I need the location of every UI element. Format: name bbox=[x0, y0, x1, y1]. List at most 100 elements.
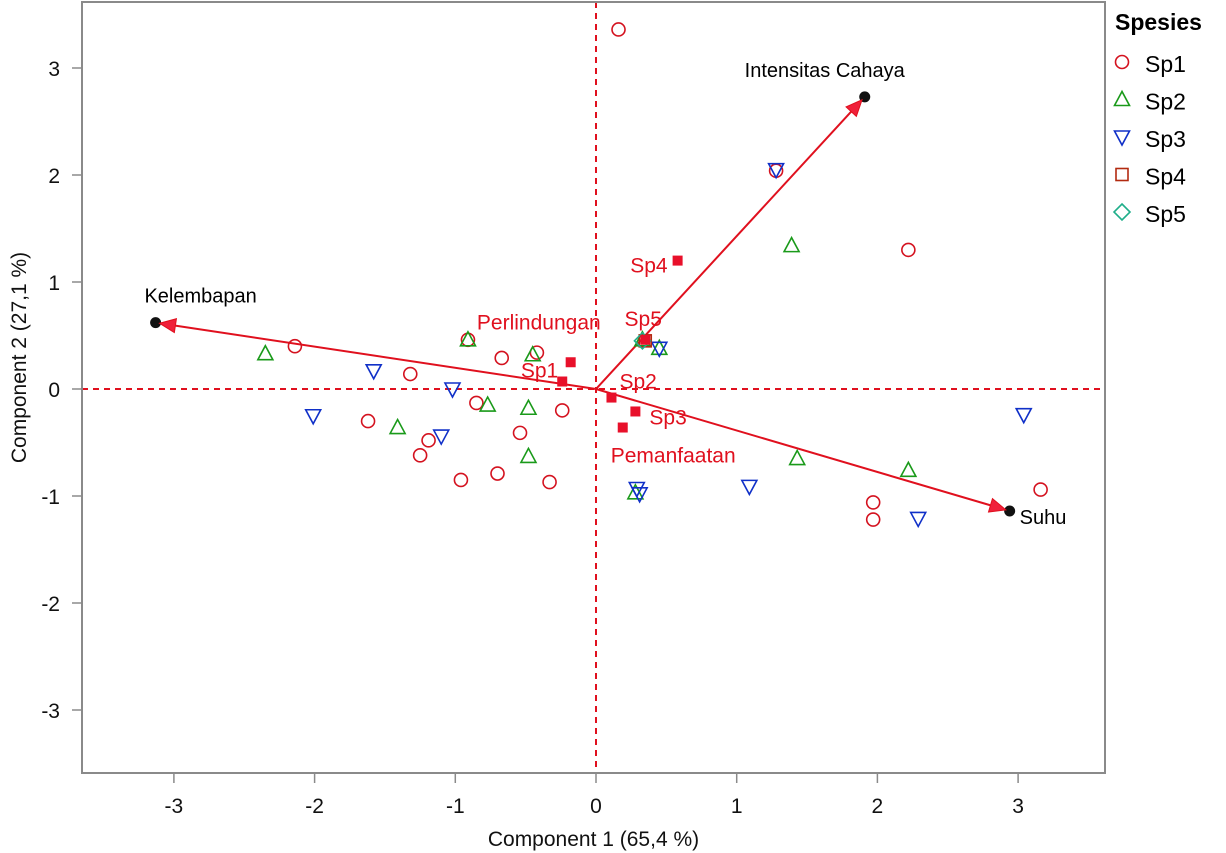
data-point-sp3 bbox=[432, 429, 451, 446]
centroid: Sp3 bbox=[630, 406, 687, 429]
centroid-label: Sp5 bbox=[625, 308, 662, 331]
centroid-label: Pemanfaatan bbox=[611, 445, 736, 468]
data-point-sp1 bbox=[512, 425, 528, 441]
data-point-sp3 bbox=[1014, 407, 1033, 425]
data-point-sp1 bbox=[554, 403, 570, 418]
y-tick-label: -2 bbox=[41, 593, 60, 616]
loading-vector: Kelembapan bbox=[144, 286, 597, 390]
legend-label: Sp2 bbox=[1145, 89, 1186, 115]
data-point-sp1 bbox=[542, 474, 557, 490]
data-point-sp2 bbox=[782, 235, 801, 253]
vector-label: Suhu bbox=[1020, 507, 1067, 529]
data-point-sp1 bbox=[469, 395, 484, 411]
data-point-sp1 bbox=[360, 413, 376, 429]
centroid: Sp4 bbox=[630, 255, 683, 278]
x-tick-label: 2 bbox=[872, 795, 884, 818]
x-tick-label: -2 bbox=[305, 795, 324, 818]
data-point-sp2 bbox=[388, 417, 407, 435]
centroid-label: Sp2 bbox=[619, 371, 656, 394]
centroid-label: Sp4 bbox=[630, 255, 668, 278]
series-sp3 bbox=[304, 162, 1033, 529]
centroid: Sp5 bbox=[625, 308, 662, 345]
data-point-sp3 bbox=[304, 408, 323, 426]
data-point-sp1 bbox=[453, 472, 469, 488]
vector-label: Kelembapan bbox=[144, 286, 256, 308]
vector-endpoint-dot bbox=[150, 317, 162, 329]
data-point-sp3 bbox=[909, 511, 928, 529]
group-centroids: Sp4 Sp5 Perlindungan Sp1 Sp2 Sp3 Pemanfaatan bbox=[477, 255, 736, 468]
data-point-sp1 bbox=[1033, 482, 1048, 497]
data-point-sp1 bbox=[402, 366, 418, 382]
data-point-sp3 bbox=[627, 481, 646, 499]
legend-label: Sp1 bbox=[1145, 51, 1186, 77]
vector-line bbox=[595, 106, 856, 390]
centroid-marker bbox=[640, 334, 651, 345]
data-point-sp2 bbox=[899, 460, 918, 478]
centroid-marker bbox=[630, 406, 641, 417]
data-point-sp2 bbox=[788, 448, 807, 466]
centroid: Sp1 bbox=[521, 360, 568, 387]
data-point-sp2 bbox=[519, 398, 538, 416]
x-axis-title: Component 1 (65,4 %) bbox=[488, 828, 699, 851]
centroid-label: Sp1 bbox=[521, 360, 558, 383]
vector-line bbox=[595, 388, 997, 508]
x-tick-label: 1 bbox=[731, 795, 743, 818]
data-point-sp1 bbox=[611, 22, 626, 37]
series-sp1 bbox=[287, 22, 1048, 527]
data-points bbox=[256, 22, 1048, 529]
y-tick-label: -1 bbox=[41, 486, 60, 509]
centroid: Perlindungan bbox=[477, 311, 601, 368]
x-tick-label: 3 bbox=[1012, 795, 1024, 818]
data-point-sp1 bbox=[287, 338, 303, 354]
y-tick-label: 2 bbox=[48, 165, 60, 188]
legend-marker-square-icon bbox=[1115, 167, 1129, 182]
centroid-marker bbox=[565, 357, 576, 368]
legend-marker-triangle-up-icon bbox=[1113, 89, 1131, 107]
data-point-sp3 bbox=[443, 382, 462, 399]
legend-marker-diamond-icon bbox=[1112, 202, 1132, 222]
y-tick-label: 3 bbox=[48, 58, 60, 81]
legend-title: Spesies bbox=[1115, 9, 1202, 35]
centroid-label: Perlindungan bbox=[477, 311, 601, 334]
legend-item-sp4: Sp4 bbox=[1115, 164, 1186, 190]
centroid: Pemanfaatan bbox=[611, 422, 736, 468]
legend-label: Sp5 bbox=[1145, 201, 1186, 227]
data-point-sp2 bbox=[523, 345, 542, 362]
series-sp2 bbox=[256, 235, 918, 500]
x-tick-label: 0 bbox=[590, 795, 602, 818]
loading-vector: Intensitas Cahaya bbox=[595, 60, 906, 390]
data-point-sp1 bbox=[865, 512, 881, 527]
legend-label: Sp3 bbox=[1145, 126, 1186, 152]
data-point-sp2 bbox=[256, 343, 275, 361]
centroid: Sp2 bbox=[606, 371, 657, 403]
legend-item-sp1: Sp1 bbox=[1114, 51, 1186, 77]
x-axis-ticks: -3 -2 -1 0 1 2 3 bbox=[165, 773, 1024, 818]
vector-arrowhead bbox=[987, 497, 1008, 513]
data-point-sp2 bbox=[650, 338, 669, 356]
y-tick-label: 0 bbox=[48, 379, 60, 402]
legend-item-sp2: Sp2 bbox=[1113, 89, 1186, 115]
vector-label: Intensitas Cahaya bbox=[745, 60, 906, 82]
legend-marker-circle-icon bbox=[1114, 54, 1130, 70]
data-point-sp2 bbox=[478, 395, 497, 412]
data-point-sp3 bbox=[630, 487, 649, 504]
y-axis-title: Component 2 (27,1 %) bbox=[8, 252, 31, 463]
vector-line bbox=[169, 323, 597, 390]
plot-frame bbox=[81, 1, 1106, 774]
loading-vector: Suhu bbox=[595, 388, 1067, 529]
centroid-label: Sp3 bbox=[649, 406, 686, 429]
data-point-sp2 bbox=[519, 446, 538, 464]
legend: Spesies Sp1 Sp2 Sp3 Sp4 Sp5 bbox=[1112, 9, 1202, 227]
data-point-sp1 bbox=[421, 433, 436, 448]
data-point-sp2 bbox=[459, 330, 477, 347]
y-tick-label: -3 bbox=[41, 700, 60, 723]
data-point-sp1 bbox=[494, 350, 510, 366]
x-tick-label: -3 bbox=[165, 795, 184, 818]
data-point-sp3 bbox=[767, 162, 785, 180]
legend-marker-triangle-down-icon bbox=[1113, 130, 1131, 147]
data-point-sp3 bbox=[650, 341, 669, 359]
centroid-marker bbox=[672, 255, 683, 266]
centroid-marker bbox=[557, 376, 568, 387]
y-axis-ticks: 3 2 1 0 -1 -2 -3 bbox=[41, 58, 82, 723]
